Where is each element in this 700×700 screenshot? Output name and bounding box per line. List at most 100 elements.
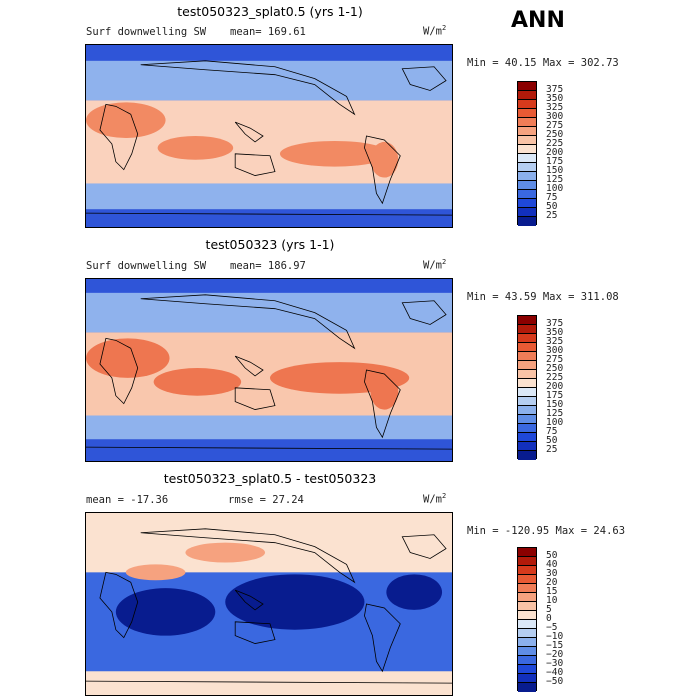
colorbar-swatch [518, 163, 536, 172]
colorbar-swatch [518, 136, 536, 145]
colorbar-tick-label: 350 [546, 327, 564, 338]
panel-2-colorbar [517, 315, 537, 460]
panel-3-title: test050323_splat0.5 - test050323 [163, 471, 377, 486]
colorbar-tick-label: 75 [546, 192, 558, 203]
colorbar-swatch [518, 656, 536, 665]
colorbar-swatch [518, 611, 536, 620]
colorbar-tick-label: 40 [546, 559, 558, 570]
colorbar-tick-label: 50 [546, 201, 558, 212]
colorbar-swatch [518, 172, 536, 181]
colorbar-swatch [518, 415, 536, 424]
panel-2-units: W/m2 [423, 258, 447, 272]
colorbar-swatch [518, 557, 536, 566]
colorbar-swatch [518, 548, 536, 557]
panel-1-colorbar [517, 81, 537, 226]
colorbar-swatch [518, 154, 536, 163]
colorbar-swatch [518, 100, 536, 109]
colorbar-tick-label: 300 [546, 111, 564, 122]
panel-1-variable-label: Surf downwelling SW [86, 26, 207, 38]
colorbar-swatch [518, 442, 536, 451]
colorbar-swatch [518, 665, 536, 674]
colorbar-swatch [518, 388, 536, 397]
colorbar-tick-label: 350 [546, 93, 564, 104]
colorbar-swatch [518, 82, 536, 91]
colorbar-swatch [518, 629, 536, 638]
panel-3-mean-label: mean = -17.36 [86, 494, 169, 506]
colorbar-tick-label: 200 [546, 381, 564, 392]
map-region-southamerica [370, 373, 399, 410]
colorbar-tick-label: 75 [546, 426, 558, 437]
panel-2-mean-label: mean= 186.97 [230, 260, 306, 272]
colorbar-swatch [518, 638, 536, 647]
panel-2-title: test050323 (yrs 1-1) [205, 237, 335, 252]
colorbar-swatch [518, 190, 536, 199]
colorbar-tick-label: 275 [546, 120, 564, 131]
colorbar-swatch [518, 451, 536, 460]
colorbar-tick-label: 50 [546, 550, 558, 561]
colorbar-swatch [518, 127, 536, 136]
colorbar-swatch [518, 343, 536, 352]
colorbar-swatch [518, 406, 536, 415]
panel-3-map [85, 512, 453, 696]
colorbar-tick-label: 375 [546, 318, 564, 329]
map-region-africa [86, 102, 166, 138]
colorbar-tick-label: −50 [546, 676, 564, 687]
colorbar-tick-label: −10 [546, 631, 564, 642]
colorbar-swatch [518, 397, 536, 406]
map-region-atlantic [386, 574, 443, 610]
panel-2-minmax: Min = 43.59 Max = 311.08 [467, 291, 619, 303]
panel-3-colorbar-ticks: 50 40 30 20 15 10 5 0 −5 −10 −15 −20 −30 −40 −50 [546, 547, 586, 691]
colorbar-swatch [518, 352, 536, 361]
colorbar-tick-label: 25 [546, 444, 558, 455]
colorbar-tick-label: 10 [546, 595, 558, 606]
colorbar-swatch [518, 109, 536, 118]
colorbar-swatch [518, 145, 536, 154]
colorbar-tick-label: −20 [546, 649, 564, 660]
colorbar-tick-label: 375 [546, 84, 564, 95]
colorbar-tick-label: 225 [546, 138, 564, 149]
map-region-indian [157, 136, 234, 160]
map-region-southamerica [370, 141, 399, 178]
map-region-pacific [225, 574, 365, 630]
colorbar-tick-label: 50 [546, 435, 558, 446]
colorbar-tick-label: 150 [546, 399, 564, 410]
panel-2-variable-label: Surf downwelling SW [86, 260, 207, 272]
map-region-asia [185, 542, 266, 563]
colorbar-swatch [518, 325, 536, 334]
colorbar-tick-label: 200 [546, 147, 564, 158]
map-region-pacific [279, 140, 390, 167]
panel-3-rmse-label: rmse = 27.24 [228, 494, 304, 506]
map-region-indian [115, 588, 216, 636]
panel-1-colorbar-ticks: 375 350 325 300 275 250 225 200 175 150 125 100 75 50… [546, 81, 586, 225]
map-region-africa [86, 338, 170, 378]
colorbar-swatch [518, 208, 536, 217]
panel-2-colorbar-ticks: 375 350 325 300 275 250 225 200 175 150 125 100 75 50… [546, 315, 586, 459]
colorbar-swatch [518, 433, 536, 442]
colorbar-swatch [518, 334, 536, 343]
colorbar-swatch [518, 424, 536, 433]
map-region-africa [125, 564, 186, 581]
colorbar-swatch [518, 584, 536, 593]
colorbar-tick-label: −30 [546, 658, 564, 669]
colorbar-swatch [518, 575, 536, 584]
colorbar-tick-label: 225 [546, 372, 564, 383]
colorbar-tick-label: 250 [546, 363, 564, 374]
colorbar-tick-label: 275 [546, 354, 564, 365]
panel-1-mean-label: mean= 169.61 [230, 26, 306, 38]
colorbar-tick-label: 15 [546, 586, 558, 597]
map-band-north-mid [86, 60, 452, 101]
colorbar-swatch [518, 683, 536, 692]
map-band-south-mid [86, 183, 452, 210]
map-coastlines [86, 60, 452, 216]
colorbar-swatch [518, 620, 536, 629]
map-region-indian [153, 368, 242, 396]
colorbar-swatch [518, 647, 536, 656]
colorbar-tick-label: 5 [546, 604, 552, 615]
colorbar-tick-label: 125 [546, 408, 564, 419]
colorbar-tick-label: 100 [546, 417, 564, 428]
colorbar-swatch [518, 91, 536, 100]
colorbar-tick-label: 325 [546, 102, 564, 113]
map-coastlines [86, 528, 452, 684]
colorbar-swatch [518, 361, 536, 370]
colorbar-swatch [518, 602, 536, 611]
